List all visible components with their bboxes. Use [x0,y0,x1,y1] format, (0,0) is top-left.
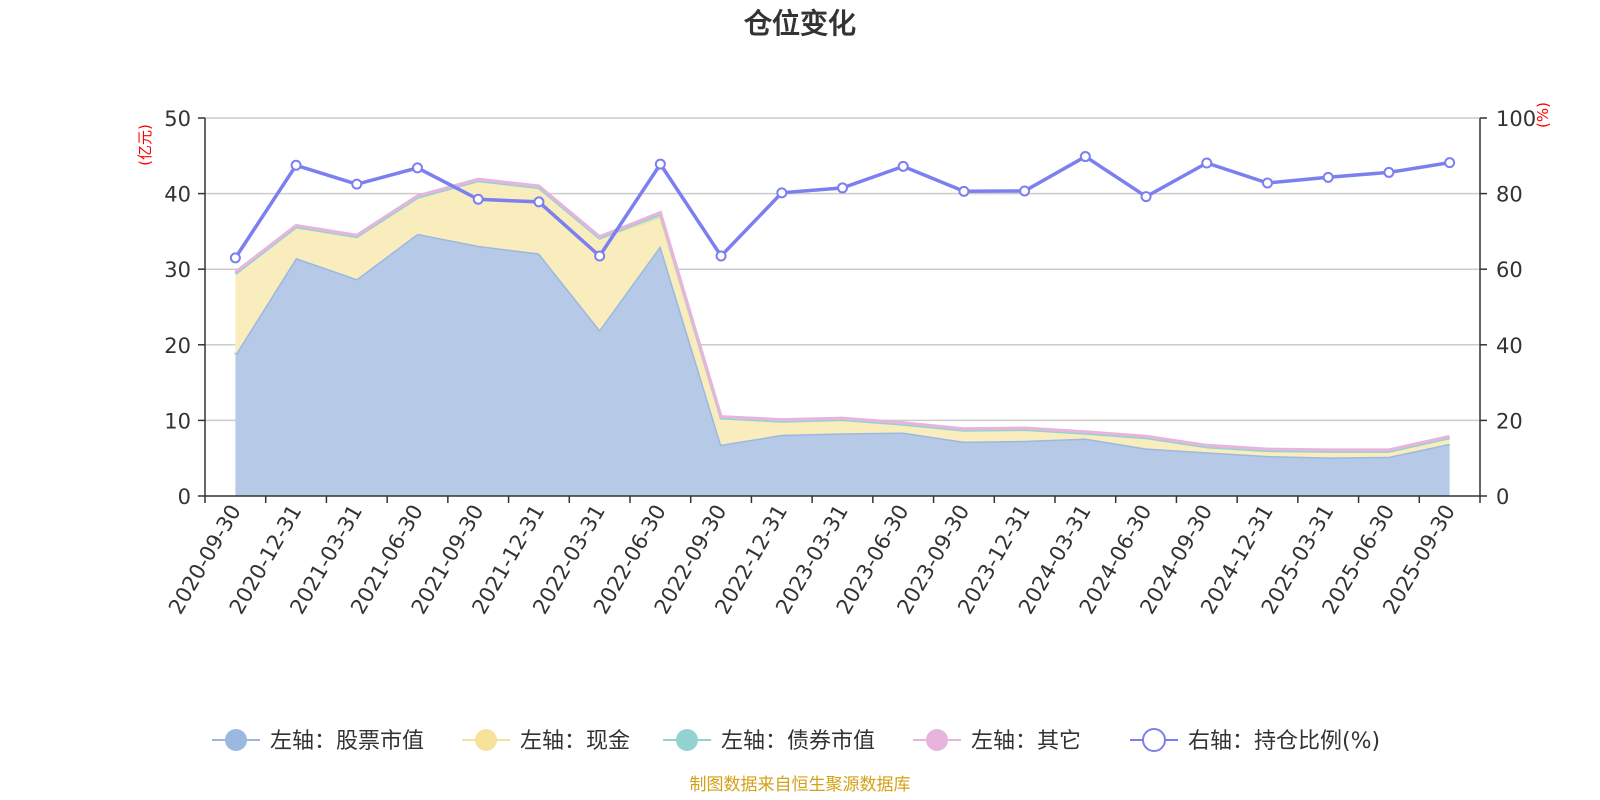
ratio-point [412,162,423,174]
ratio-point [1322,171,1334,183]
ratio-point [897,160,909,172]
ratio-point [1262,177,1273,189]
legend-item-0[interactable]: 左轴：股票市值 [212,729,424,754]
left-y-tick-label: 50 [164,107,191,131]
area-layers [234,177,1450,496]
ratio-line-layer [229,151,1456,264]
x-tick-labels: 2020-09-302020-12-312021-03-312021-06-30… [164,501,1460,619]
ratio-point [1079,151,1091,163]
right-y-tick-label: 100 [1496,107,1536,131]
legend-item-4[interactable]: 右轴：持仓比例(%) [1130,728,1380,754]
ratio-point [351,178,363,190]
chart-title: 仓位变化 [744,7,856,40]
right-y-tick-label: 60 [1496,258,1523,282]
area-edge-series-3 [234,177,1450,452]
legend-label: 左轴：现金 [520,729,630,754]
legend-marker-icon [676,729,698,751]
data-source-note: 制图数据来自恒生聚源数据库 [690,775,911,795]
ratio-point [1140,191,1152,203]
ratio-point [229,252,241,264]
ratio-point [958,185,970,197]
ratio-point [715,250,727,262]
ratio-point [1383,166,1395,178]
area-fill-series-1 [235,180,1450,458]
right-axis-unit: (%) [1534,102,1552,128]
ratio-point [776,187,788,199]
right-y-tick-label: 80 [1496,183,1523,207]
legend-item-1[interactable]: 左轴：现金 [462,729,630,754]
right-y-tick-label: 20 [1496,409,1523,433]
ratio-point [472,193,484,205]
ratio-point [1201,157,1213,169]
legend-marker-icon [1142,728,1166,752]
area-fill-series-0 [235,233,1450,496]
legend-label: 左轴：债券市值 [721,729,875,754]
left-y-tick-label: 10 [164,409,191,433]
ratio-point [533,196,545,208]
left-y-tick-labels: 0 10 20 30 40 50 [164,107,191,509]
legend-label: 右轴：持仓比例(%) [1188,729,1380,754]
left-axis-unit: (亿元) [136,124,154,166]
left-y-tick-label: 40 [164,183,191,207]
ratio-point [1444,157,1456,169]
right-y-tick-label: 40 [1496,334,1523,358]
ratio-point [1019,185,1031,197]
legend-label: 左轴：其它 [971,729,1081,754]
legend-marker-icon [225,729,247,751]
legend-item-2[interactable]: 左轴：债券市值 [663,729,875,754]
left-y-tick-label: 30 [164,258,191,282]
legend-label: 左轴：股票市值 [270,729,424,754]
legend-marker-icon [926,729,948,751]
legend[interactable]: 左轴：股票市值 左轴：现金 左轴：债券市值 左轴：其它 右轴：持仓比例(%) [212,728,1380,754]
legend-item-3[interactable]: 左轴：其它 [913,729,1081,754]
right-y-tick-labels: 0 20 40 60 80 100 [1496,107,1536,509]
left-y-tick-label: 0 [178,485,191,509]
axes [198,117,1487,503]
ratio-point [837,182,848,194]
right-y-tick-label: 0 [1496,485,1509,509]
ratio-point [654,158,666,170]
legend-marker-icon [475,729,497,751]
ratio-point [290,159,302,171]
left-y-tick-label: 20 [164,334,191,358]
ratio-point [594,250,606,262]
